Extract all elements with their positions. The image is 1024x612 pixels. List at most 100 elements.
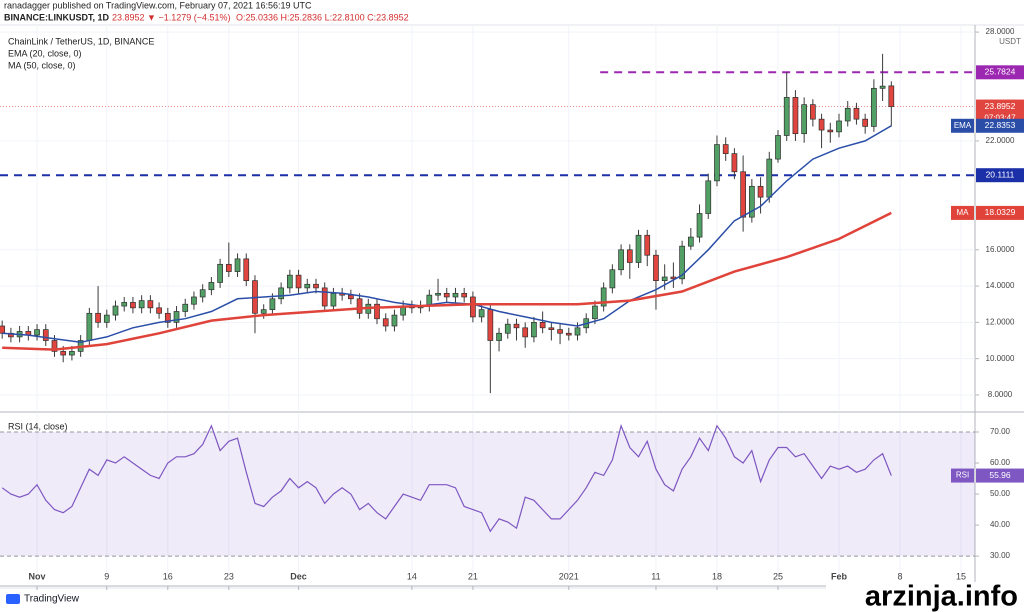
- candle-body: [565, 332, 572, 336]
- ma-legend: MA (50, close, 0): [8, 60, 76, 70]
- candle-body: [173, 311, 180, 323]
- candle-body: [844, 107, 851, 122]
- candle-body: [757, 185, 764, 198]
- candle-body: [609, 269, 616, 289]
- candle-body: [217, 263, 223, 283]
- x-tick-label: 23: [224, 571, 234, 581]
- candle-body: [34, 329, 40, 336]
- candle-body: [321, 287, 328, 307]
- x-tick-label: 25: [773, 571, 783, 581]
- indicator-line: [2, 211, 892, 351]
- candle-body: [539, 322, 546, 329]
- rsi-y-tick-label: 50.00: [990, 489, 1011, 498]
- series-tag: [951, 205, 974, 220]
- ema-legend: EMA (20, close, 0): [8, 48, 82, 58]
- x-tick-label: 21: [468, 571, 478, 581]
- x-tick-label: 9: [104, 571, 109, 581]
- published-line: ranadagger published on TradingView.com,…: [4, 0, 312, 10]
- candle-body: [661, 276, 668, 281]
- rsi-legend: RSI (14, close): [8, 421, 68, 431]
- candle-body: [696, 213, 703, 238]
- candle-body: [644, 234, 651, 256]
- candle-body: [827, 129, 834, 133]
- indicator-line: [2, 125, 892, 344]
- x-tick-label: Nov: [29, 571, 46, 581]
- price-badge: [976, 168, 1024, 183]
- candle-body: [487, 309, 494, 341]
- rsi-y-tick-label: 40.00: [990, 520, 1011, 529]
- candle-body: [478, 309, 485, 318]
- candle-body: [574, 327, 581, 336]
- price-badge: [976, 205, 1024, 220]
- candle-body: [722, 144, 729, 154]
- price-badge: [976, 65, 1024, 80]
- rsi-band: [0, 431, 975, 557]
- x-tick-label: 11: [651, 571, 660, 581]
- candle-body: [731, 153, 738, 173]
- candle-body: [792, 97, 799, 135]
- candle-body: [818, 118, 825, 131]
- rsi-y-tick-label: 60.00: [990, 458, 1011, 467]
- price-badge: [976, 468, 1024, 483]
- candle-body: [138, 300, 145, 309]
- candle-body: [801, 104, 807, 135]
- price-badge: [976, 118, 1024, 133]
- candle-body: [164, 312, 171, 323]
- candle-body: [286, 274, 293, 289]
- logo: TradingView: [6, 594, 80, 605]
- candle-body: [278, 287, 284, 300]
- candle-body: [330, 292, 337, 307]
- countdown: 07:03:47: [984, 114, 1016, 123]
- candle-body: [208, 282, 215, 291]
- x-tick-label: Dec: [290, 571, 307, 581]
- candle-body: [234, 258, 241, 272]
- candle-body: [374, 303, 380, 320]
- y-tick-label: 14.0000: [986, 281, 1015, 290]
- candle-body: [295, 274, 302, 289]
- candle-body: [740, 171, 746, 218]
- x-tick-label: 16: [163, 571, 173, 581]
- x-tick-label: 14: [407, 571, 417, 581]
- candle-body: [199, 289, 206, 298]
- x-tick-label: 8: [898, 571, 903, 581]
- candle-body: [653, 254, 659, 281]
- candle-body: [95, 312, 101, 323]
- candle-body: [182, 303, 189, 312]
- logo-text: TradingView: [24, 594, 80, 605]
- candle-body: [243, 258, 250, 281]
- logo-icon: [6, 594, 20, 604]
- y-tick-label: 16.0000: [986, 245, 1015, 254]
- price-badge-label: 22.8353: [985, 120, 1016, 130]
- candle-body: [600, 287, 607, 307]
- change: 23.8952 ▼ −1.1279 (−4.51%): [112, 12, 231, 22]
- y-tick-label: 22.0000: [986, 136, 1015, 145]
- price-badge-label: 25.7824: [985, 67, 1016, 77]
- candle-body: [513, 323, 520, 329]
- candle-body: [42, 329, 49, 341]
- candle-body: [714, 144, 720, 182]
- candle-body: [862, 118, 869, 127]
- candle-body: [557, 329, 563, 334]
- candle-body: [103, 314, 110, 323]
- candle-body: [452, 292, 459, 298]
- candle-body: [461, 292, 468, 298]
- candle-body: [60, 351, 67, 356]
- rsi-y-tick-label: 70.00: [990, 427, 1011, 436]
- axes: 8.0000 10.0000 12.0000 14.0000 16.0000 22.000…: [29, 27, 1024, 590]
- y-tick-label: 12.0000: [986, 317, 1015, 326]
- candle-body: [51, 340, 58, 352]
- candle-body: [112, 305, 119, 316]
- rsi-y-tick-label: 30.00: [990, 551, 1011, 560]
- price-badge-label: 20.1111: [986, 169, 1015, 179]
- chart-title: ChainLink / TetherUS, 1D, BINANCE: [8, 36, 154, 46]
- candle-body: [382, 318, 389, 327]
- candle-body: [443, 292, 450, 298]
- candle-body: [0, 325, 6, 334]
- candle-body: [853, 107, 860, 120]
- watermark-bg: [826, 582, 1024, 612]
- candle-body: [313, 283, 319, 289]
- candle-body: [356, 298, 363, 314]
